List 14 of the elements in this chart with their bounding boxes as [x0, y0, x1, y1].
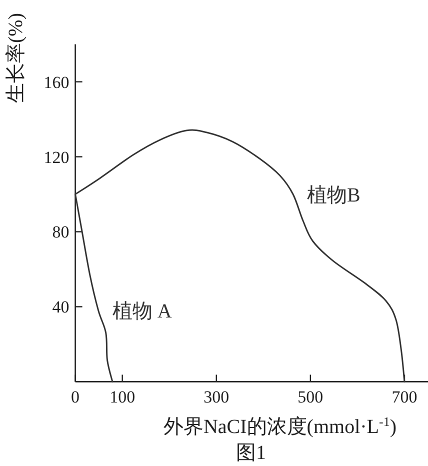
x-tick-label: 500 — [298, 388, 324, 407]
text: 图1 — [236, 442, 266, 464]
y-axis-title: 生长率(%) — [5, 13, 27, 103]
y-tick-label: 160 — [44, 72, 70, 92]
x-tick-label: 0 — [71, 388, 80, 407]
y-tick-label: 80 — [52, 222, 70, 242]
x-tick-label: 100 — [110, 388, 136, 407]
series-label: 植物B — [307, 184, 360, 206]
y-tick-label: 40 — [52, 298, 70, 317]
series-label: 植物 A — [112, 300, 172, 322]
y-tick-label: 120 — [44, 148, 70, 167]
x-tick-label: 700 — [392, 388, 418, 407]
x-axis-title: 外界NaCI的浓度(mmol·L$^{-1}$) — [163, 414, 397, 438]
x-tick-label: 300 — [204, 388, 230, 407]
